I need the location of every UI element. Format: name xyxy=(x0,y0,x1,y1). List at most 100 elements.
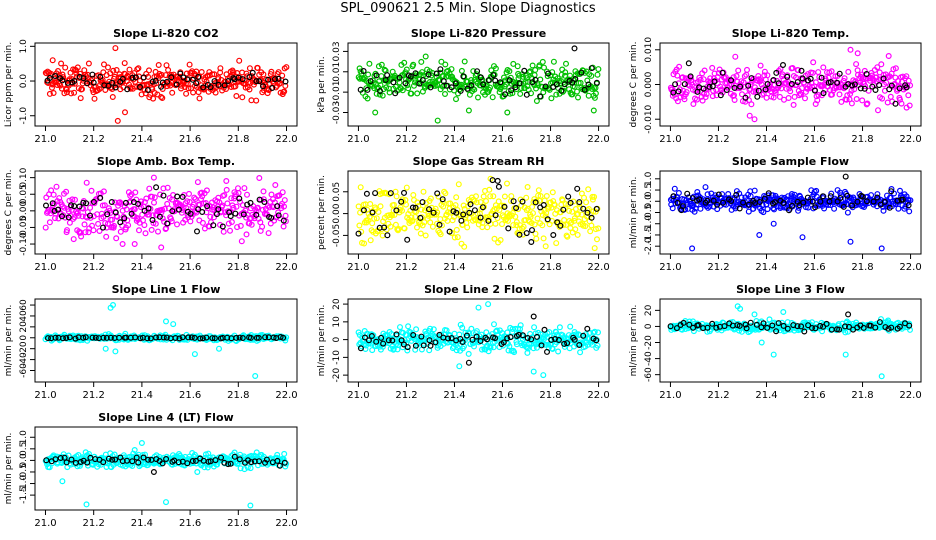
data-point xyxy=(584,209,591,216)
data-point xyxy=(817,322,824,329)
data-point xyxy=(399,207,406,214)
data-point xyxy=(429,223,436,230)
data-point xyxy=(756,232,763,239)
data-point xyxy=(853,95,860,102)
data-point xyxy=(132,74,139,81)
data-point xyxy=(577,204,584,211)
data-point xyxy=(280,217,287,224)
data-point xyxy=(377,87,384,94)
data-point xyxy=(458,240,465,247)
data-point xyxy=(364,86,371,93)
data-point xyxy=(66,219,73,226)
plot-frame xyxy=(34,426,298,511)
data-point xyxy=(375,63,382,70)
data-point xyxy=(144,81,151,88)
data-point xyxy=(194,469,201,476)
data-point xyxy=(558,87,565,94)
data-point xyxy=(670,89,677,96)
data-point xyxy=(753,87,760,94)
data-point xyxy=(784,325,791,332)
data-point xyxy=(90,227,97,234)
x-tick-label: 22.0 xyxy=(275,518,297,529)
data-point xyxy=(795,204,802,211)
data-point xyxy=(196,95,203,102)
data-point xyxy=(71,196,78,203)
x-tick-label: 22.0 xyxy=(587,134,609,145)
data-point xyxy=(170,321,177,328)
data-point xyxy=(179,334,186,341)
x-tick-label: 21.4 xyxy=(443,134,465,145)
data-point xyxy=(588,65,595,72)
data-point xyxy=(253,78,260,85)
x-tick-label: 21.6 xyxy=(491,390,513,401)
data-point xyxy=(168,218,175,225)
data-point xyxy=(762,86,769,93)
data-point xyxy=(509,90,516,97)
data-point xyxy=(268,214,275,221)
data-point xyxy=(760,209,767,216)
data-point xyxy=(443,82,450,89)
data-point xyxy=(51,207,58,214)
x-tick-label: 21.6 xyxy=(803,134,825,145)
x-tick-label: 21.4 xyxy=(131,262,153,273)
data-point xyxy=(773,69,780,76)
data-point xyxy=(700,85,707,92)
data-point xyxy=(378,61,385,68)
data-point xyxy=(872,86,879,93)
data-point xyxy=(546,86,553,93)
data-point xyxy=(420,342,427,349)
data-point xyxy=(772,89,779,96)
data-point xyxy=(232,210,239,217)
data-point xyxy=(747,193,754,200)
data-point xyxy=(805,322,812,329)
x-tick-label: 21.8 xyxy=(539,134,561,145)
data-point xyxy=(420,188,427,195)
data-point xyxy=(149,217,156,224)
data-point xyxy=(864,100,871,107)
data-point xyxy=(237,465,244,472)
data-point xyxy=(515,331,522,338)
data-point xyxy=(188,334,195,341)
data-point xyxy=(509,326,516,333)
data-point xyxy=(559,66,566,73)
data-point xyxy=(810,59,817,66)
data-point xyxy=(134,66,141,73)
data-point xyxy=(465,329,472,336)
data-point xyxy=(807,75,814,82)
data-point xyxy=(778,319,785,326)
data-point xyxy=(107,334,114,341)
y-tick-label: 60 xyxy=(19,299,29,311)
data-point xyxy=(203,334,210,341)
data-point xyxy=(81,221,88,228)
data-point xyxy=(580,205,587,212)
data-point xyxy=(530,345,537,352)
data-point xyxy=(780,200,787,207)
data-point xyxy=(487,193,494,200)
data-point xyxy=(510,198,517,205)
data-point xyxy=(521,67,528,74)
x-tick-label: 21.8 xyxy=(227,518,249,529)
data-point xyxy=(414,224,421,231)
data-point xyxy=(859,193,866,200)
data-point xyxy=(556,324,563,331)
data-point xyxy=(190,89,197,96)
data-point xyxy=(561,340,568,347)
data-point xyxy=(83,501,90,508)
data-point xyxy=(412,204,419,211)
data-point xyxy=(528,220,535,227)
data-point xyxy=(248,97,255,104)
data-point xyxy=(593,337,600,344)
plot-frame xyxy=(659,298,922,383)
data-point xyxy=(186,190,193,197)
data-point xyxy=(260,71,267,78)
data-point xyxy=(905,92,912,99)
data-point xyxy=(513,205,520,212)
data-point xyxy=(80,75,87,82)
data-point xyxy=(704,191,711,198)
data-point xyxy=(881,198,888,205)
data-point xyxy=(475,94,482,101)
data-point xyxy=(83,179,90,186)
data-point xyxy=(483,198,490,205)
data-point xyxy=(786,85,793,92)
data-point xyxy=(438,58,445,65)
